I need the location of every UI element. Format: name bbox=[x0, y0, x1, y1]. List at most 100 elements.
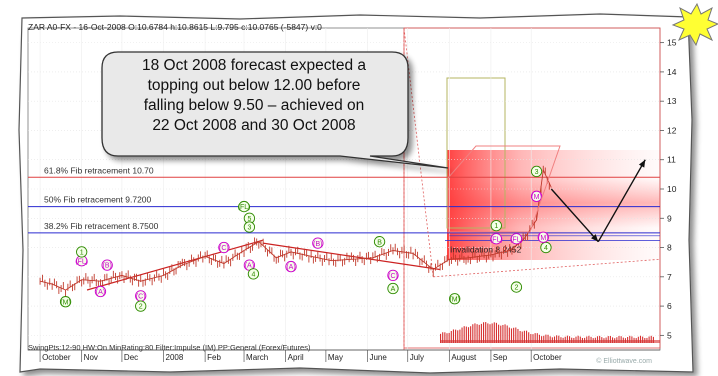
volume-bar bbox=[504, 324, 506, 343]
volume-bar bbox=[549, 336, 551, 343]
forecast-segment bbox=[597, 159, 646, 243]
volume-bar bbox=[478, 324, 480, 343]
volume-bar bbox=[440, 333, 442, 343]
x-tick-label: June bbox=[369, 353, 387, 362]
trendlines bbox=[86, 27, 661, 291]
volume-bar bbox=[607, 336, 609, 343]
starburst-icon bbox=[671, 2, 718, 47]
wave-label-ring bbox=[238, 200, 250, 213]
wave-label-ring bbox=[510, 233, 523, 245]
volume-bar bbox=[532, 334, 534, 343]
y-tick-label: 9 bbox=[667, 213, 672, 223]
volume-bar bbox=[637, 336, 639, 343]
wave-label: (M) bbox=[538, 235, 549, 242]
volume-bar bbox=[519, 331, 521, 343]
volume-bar bbox=[596, 336, 599, 343]
wave-label-ring bbox=[490, 233, 502, 245]
price-line bbox=[39, 168, 552, 291]
volume-bar bbox=[495, 322, 497, 343]
wave-label: (M) bbox=[60, 299, 71, 306]
wave-label: (C) bbox=[219, 245, 229, 252]
wave-label: (B) bbox=[102, 263, 111, 270]
chart-footer: SwingPts:12-90 HW:On MinRating:80 Filter… bbox=[28, 343, 311, 352]
wave-label-ring bbox=[135, 300, 147, 312]
fib-label: 50% Fib retracement 9.7200 bbox=[44, 195, 152, 205]
volume-histogram bbox=[440, 322, 660, 343]
wave-label-ring bbox=[101, 259, 113, 271]
wave-label: 3 bbox=[247, 225, 251, 232]
volume-baseline bbox=[440, 340, 660, 343]
callout-line: falling below 9.50 – achieved on bbox=[143, 97, 365, 114]
volume-bar bbox=[510, 328, 513, 343]
wave-label: 4 bbox=[251, 271, 255, 278]
wave-label: 2 bbox=[514, 285, 518, 292]
forecast-arrowhead bbox=[638, 159, 646, 168]
volume-bar bbox=[465, 326, 467, 343]
y-tick-label: 13 bbox=[667, 96, 677, 106]
volume-bar bbox=[618, 335, 620, 343]
volume-bar bbox=[457, 330, 459, 343]
forecast-parallelogram bbox=[447, 145, 561, 233]
volume-bar bbox=[476, 324, 478, 343]
wave-label-ring bbox=[530, 165, 543, 178]
wave-label: (A) bbox=[286, 264, 295, 271]
wave-label: (FL) bbox=[510, 236, 523, 243]
callout-line: 22 Oct 2008 and 30 Oct 2008 bbox=[152, 117, 356, 134]
wave-label-ring bbox=[94, 285, 107, 298]
trendline-dotted bbox=[433, 258, 661, 278]
volume-bar bbox=[444, 332, 446, 343]
volume-bar bbox=[590, 336, 592, 343]
volume-bar bbox=[523, 330, 525, 343]
volume-bar bbox=[448, 332, 450, 343]
fib-label: 61.8% Fib retracement 10.70 bbox=[44, 165, 154, 175]
volume-bar bbox=[579, 336, 581, 343]
wave-label: 1 bbox=[80, 250, 84, 257]
target-box-olive bbox=[446, 77, 506, 229]
fib-lines: 61.8% Fib retracement 10.70 50% Fib retra… bbox=[28, 165, 660, 254]
x-tick-label: April bbox=[288, 353, 304, 362]
wave-label: 3 bbox=[535, 169, 539, 176]
volume-bar bbox=[455, 329, 457, 343]
y-tick-label: 5 bbox=[667, 330, 672, 340]
volume-bar bbox=[541, 336, 543, 343]
chart-header: ZAR A0-FX - 16-Oct-2008 O:10.6784 h:10.8… bbox=[28, 22, 322, 32]
volume-bar bbox=[489, 324, 491, 343]
wave-label: (FL) bbox=[490, 236, 503, 243]
callout-text: 18 Oct 2008 forecast expected a topping … bbox=[104, 56, 404, 136]
volume-bar bbox=[487, 323, 489, 343]
price-series bbox=[39, 165, 552, 297]
x-tick-label: Dec bbox=[124, 353, 138, 362]
volume-bar bbox=[526, 330, 528, 343]
forecast-path bbox=[550, 159, 646, 243]
wave-label: (FL) bbox=[238, 204, 251, 211]
volume-bar bbox=[521, 331, 523, 343]
wave-label: 2 bbox=[139, 304, 143, 311]
volume-bar bbox=[652, 336, 654, 343]
volume-bar bbox=[627, 336, 629, 343]
trendline bbox=[86, 239, 263, 291]
wave-label: (C) bbox=[388, 273, 398, 280]
x-tick-label: March bbox=[246, 353, 268, 362]
volume-bar bbox=[609, 336, 611, 343]
volume-bar bbox=[536, 333, 538, 343]
volume-bar bbox=[452, 329, 454, 343]
volume-bar bbox=[566, 335, 568, 343]
wave-label-ring bbox=[510, 281, 523, 293]
wave-label-ring bbox=[243, 221, 256, 233]
x-tick-label: 2008 bbox=[166, 353, 184, 362]
volume-bar bbox=[575, 336, 577, 343]
volume-bar bbox=[480, 323, 482, 343]
volume-bar bbox=[459, 329, 461, 343]
volume-bar bbox=[450, 331, 452, 343]
volume-bar bbox=[650, 335, 652, 343]
wave-label-ring bbox=[218, 241, 230, 254]
volume-bar bbox=[620, 336, 622, 343]
volume-bar bbox=[474, 323, 476, 343]
wave-label-ring bbox=[387, 269, 399, 282]
wave-label-ring bbox=[247, 268, 260, 280]
volume-bar bbox=[599, 335, 601, 343]
volume-bar bbox=[639, 335, 642, 343]
wave-label: (A) bbox=[96, 289, 105, 296]
volume-bar bbox=[556, 335, 558, 343]
volume-bar bbox=[534, 333, 536, 343]
